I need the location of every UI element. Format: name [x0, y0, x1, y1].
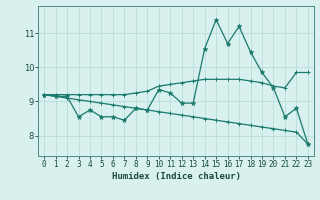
X-axis label: Humidex (Indice chaleur): Humidex (Indice chaleur)	[111, 172, 241, 181]
